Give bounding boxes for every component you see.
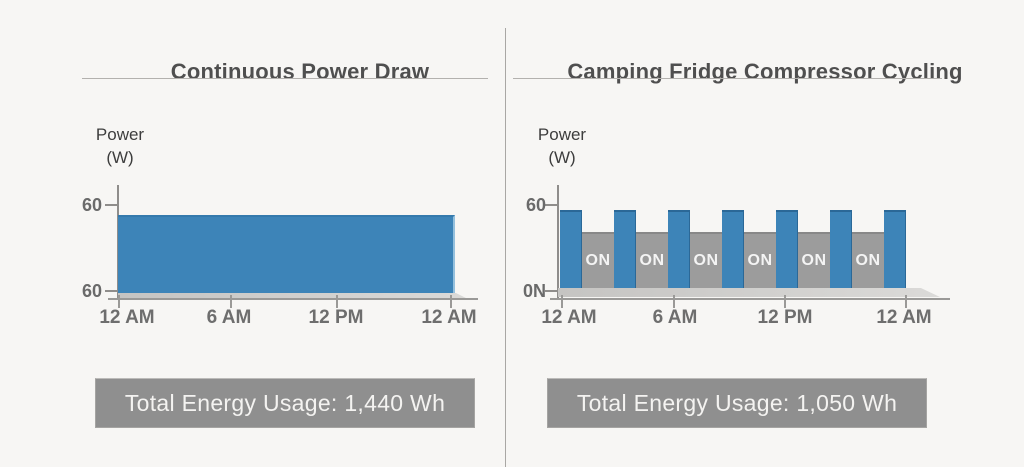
y-tick-mark [545,290,557,292]
x-tick-mark [230,295,232,308]
compressor-on-bar: ON [744,232,776,288]
x-tick-mark [450,295,452,308]
chart-title: Continuous Power Draw [170,59,430,85]
x-tick-label: 12 AM [876,307,932,328]
x-tick-mark [561,295,563,308]
on-label: ON [639,252,665,269]
y-tick-top-label: 60 [81,195,102,215]
compressor-peak-bar [614,210,636,288]
x-axis-line [108,298,478,300]
x-tick-label: 6 AM [206,307,252,328]
compressor-peak-bar [560,210,582,288]
compressor-peak-bar [884,210,906,288]
bars-container: ON ON ON ON ON ON [560,185,906,288]
y-axis-label-line1: Power [537,125,587,144]
on-label: ON [693,252,719,269]
total-energy-banner: Total Energy Usage: 1,440 Wh [95,378,475,428]
y-axis-line [557,185,559,298]
x-tick-mark [336,295,338,308]
panel-divider [505,28,506,467]
y-axis-label-line2: (W) [548,148,576,167]
y-axis-unit-label: Power (W) [517,123,607,169]
panel-compressor-cycling: Camping Fridge Compressor Cycling Power … [505,0,1024,467]
y-tick-bottom-label: 60 [81,281,102,301]
y-tick-bottom-label: 0N [522,281,546,301]
title-underline [82,78,488,79]
panel-continuous-power: Continuous Power Draw Power (W) 60 60 12… [0,0,505,467]
y-axis-label-line2: (W) [106,148,134,167]
on-label: ON [801,252,827,269]
y-axis-label-line1: Power [95,125,145,144]
x-tick-label: 12 PM [757,307,813,328]
y-tick-mark [105,290,117,292]
bars-container [118,185,455,293]
title-underline [513,78,942,79]
y-tick-top-label: 60 [525,195,546,215]
x-tick-label: 6 AM [652,307,698,328]
total-energy-banner: Total Energy Usage: 1,050 Wh [547,378,927,428]
bar-shadow [558,288,940,297]
x-tick-label: 12 AM [541,307,597,328]
chart-title: Camping Fridge Compressor Cycling [567,59,963,85]
compressor-on-bar: ON [636,232,668,288]
y-tick-mark [545,204,557,206]
x-tick-label: 12 AM [421,307,477,328]
compressor-peak-bar [830,210,852,288]
compressor-on-bar: ON [798,232,830,288]
on-label: ON [747,252,773,269]
on-label: ON [585,252,611,269]
x-axis-line [550,298,950,300]
compressor-peak-bar [776,210,798,288]
x-tick-label: 12 AM [99,307,155,328]
y-axis-unit-label: Power (W) [75,123,165,169]
on-label: ON [855,252,881,269]
compressor-on-bar: ON [852,232,884,288]
x-tick-mark [905,295,907,308]
x-tick-mark [784,295,786,308]
compressor-peak-bar [668,210,690,288]
x-tick-mark [118,295,120,308]
bar-shadow [118,293,470,300]
y-tick-mark [105,204,117,206]
x-tick-label: 12 PM [308,307,364,328]
continuous-power-bar [118,215,455,293]
x-tick-mark [673,295,675,308]
compressor-peak-bar [722,210,744,288]
compressor-on-bar: ON [582,232,614,288]
compressor-on-bar: ON [690,232,722,288]
